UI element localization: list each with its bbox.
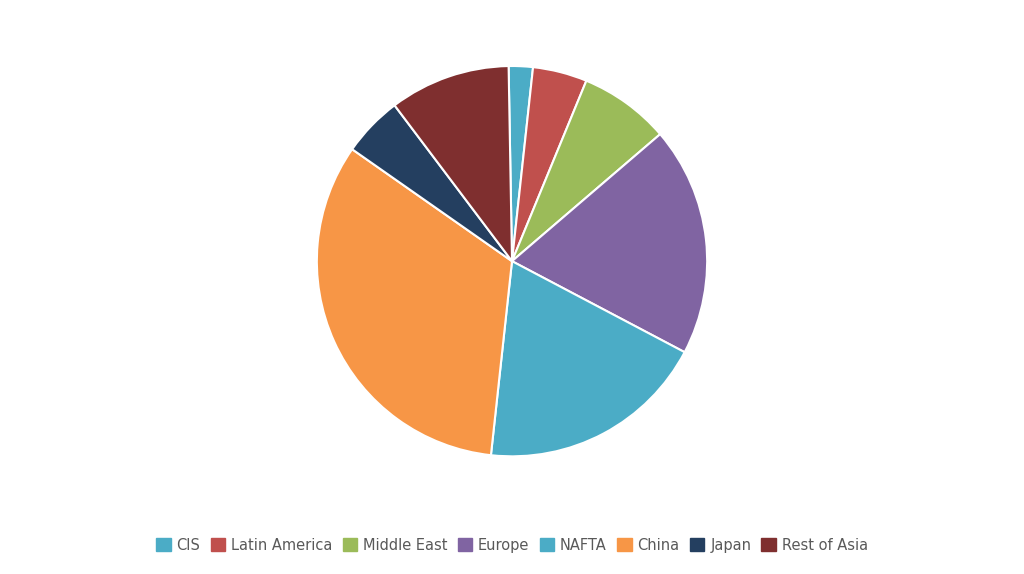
Wedge shape — [490, 261, 685, 456]
Wedge shape — [512, 134, 708, 352]
Wedge shape — [316, 149, 512, 455]
Wedge shape — [509, 66, 534, 261]
Wedge shape — [394, 66, 512, 261]
Wedge shape — [512, 81, 660, 261]
Wedge shape — [512, 67, 587, 261]
Wedge shape — [352, 105, 512, 261]
Legend: CIS, Latin America, Middle East, Europe, NAFTA, China, Japan, Rest of Asia: CIS, Latin America, Middle East, Europe,… — [151, 532, 873, 559]
